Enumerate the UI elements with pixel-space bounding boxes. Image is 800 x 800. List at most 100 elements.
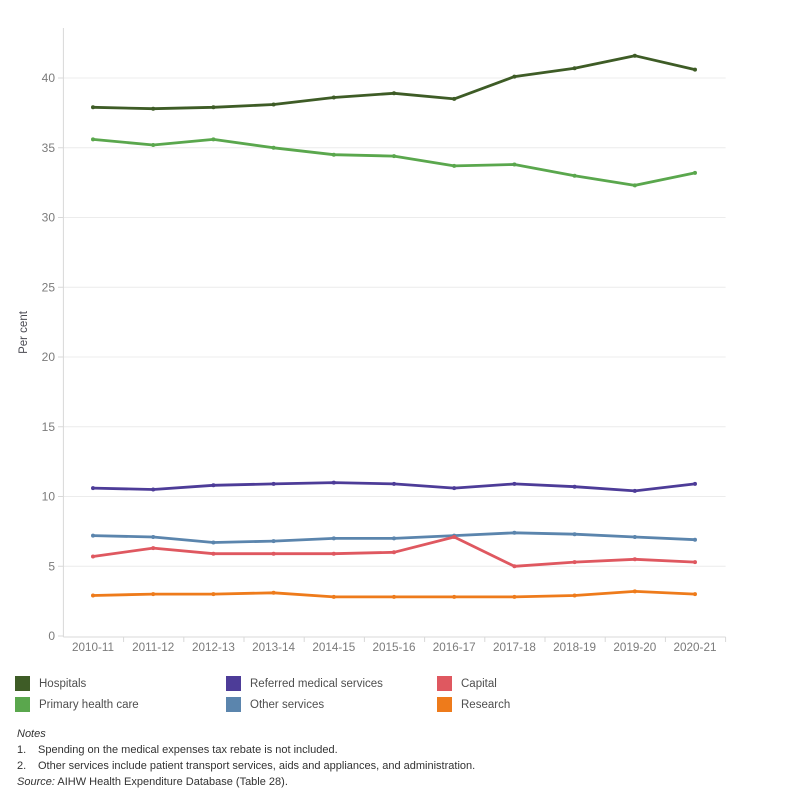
source-label: Source: (17, 776, 55, 788)
series-point-referred-medical-services (452, 486, 457, 491)
legend-item-other-services[interactable]: Other services (226, 697, 437, 712)
series-point-referred-medical-services (151, 487, 156, 492)
x-tick-label: 2011-12 (132, 641, 174, 654)
series-point-capital (452, 535, 457, 539)
y-tick-label: 35 (42, 141, 56, 155)
y-tick-label: 5 (48, 559, 55, 573)
series-point-research (211, 592, 216, 597)
series-point-other-services (151, 535, 156, 539)
series-point-referred-medical-services (91, 486, 95, 491)
legend-swatch-icon (437, 676, 452, 691)
legend-item-hospitals[interactable]: Hospitals (15, 676, 226, 691)
x-tick-label: 2013-14 (252, 641, 295, 654)
series-point-hospitals (693, 67, 697, 72)
series-point-other-services (512, 530, 517, 535)
series-point-hospitals (512, 74, 517, 79)
legend-label: Research (461, 698, 511, 711)
series-point-other-services (271, 539, 276, 544)
y-tick-label: 10 (42, 490, 56, 504)
legend-item-referred-medical-services[interactable]: Referred medical services (226, 676, 437, 691)
x-tick-label: 2014-15 (312, 641, 355, 654)
series-point-referred-medical-services (512, 481, 517, 486)
legend-item-research[interactable]: Research (437, 697, 510, 712)
series-point-capital (693, 560, 697, 565)
series-line-primary-health-care (91, 137, 697, 187)
series-point-primary-health-care (91, 137, 95, 142)
series-point-primary-health-care (693, 170, 697, 175)
x-tick-label: 2010-11 (72, 641, 114, 654)
legend-swatch-icon (226, 676, 241, 691)
y-axis-title: Per cent (18, 310, 30, 354)
legend-label: Primary health care (39, 698, 139, 711)
note-item-1: 1. Spending on the medical expenses tax r… (17, 742, 787, 758)
legend-label: Referred medical services (250, 677, 383, 690)
y-tick-label: 25 (42, 280, 56, 294)
source-text: AIHW Health Expenditure Database (Table … (54, 776, 288, 788)
note-text: Other services include patient transport… (38, 760, 476, 772)
series-point-research (91, 593, 95, 598)
y-tick-label: 20 (42, 350, 56, 364)
series-point-primary-health-care (392, 154, 396, 159)
series-point-referred-medical-services (331, 480, 336, 485)
notes-list: 1. Spending on the medical expenses tax r… (17, 742, 787, 774)
y-tick-label: 40 (42, 71, 56, 85)
legend-item-capital[interactable]: Capital (437, 676, 510, 691)
y-tick-label: 30 (42, 211, 56, 225)
series-point-hospitals (91, 105, 95, 110)
series-point-hospitals (452, 96, 457, 101)
series-point-other-services (91, 533, 95, 538)
series-point-other-services (572, 532, 577, 537)
series-point-referred-medical-services (392, 481, 396, 486)
legend-label: Hospitals (39, 677, 87, 690)
series-point-hospitals (211, 105, 216, 110)
x-tick-label: 2016-17 (433, 641, 476, 654)
series-point-primary-health-care (512, 162, 517, 167)
series-point-hospitals (572, 66, 577, 71)
series-point-referred-medical-services (572, 484, 577, 489)
series-point-research (151, 592, 156, 597)
x-tick-label: 2012-13 (192, 641, 235, 654)
series-point-primary-health-care (572, 173, 577, 178)
series-line-hospitals (91, 54, 697, 111)
series-point-primary-health-care (452, 163, 457, 168)
series-point-research (331, 594, 336, 599)
note-text: Spending on the medical expenses tax reb… (38, 744, 338, 756)
legend-label: Other services (250, 698, 325, 711)
note-item-2: 2. Other services include patient transpo… (17, 758, 787, 774)
series-point-other-services (632, 535, 637, 539)
series-point-hospitals (151, 106, 156, 111)
legend-label: Capital (461, 677, 497, 690)
series-point-capital (271, 551, 276, 556)
series-point-primary-health-care (151, 143, 156, 147)
series-point-other-services (392, 536, 396, 541)
y-tick-label: 15 (42, 420, 56, 434)
series-point-capital (331, 551, 336, 556)
y-tick-label: 0 (48, 629, 55, 643)
series-point-other-services (331, 536, 336, 541)
legend-swatch-icon (437, 697, 452, 712)
series-point-capital (572, 560, 577, 565)
series-point-capital (151, 546, 156, 551)
series-point-primary-health-care (211, 137, 216, 142)
notes-heading: Notes (17, 728, 46, 740)
legend-swatch-icon (15, 697, 30, 712)
legend: Hospitals Primary health care Referred med… (15, 673, 510, 715)
note-number: 1. (17, 744, 27, 756)
legend-item-primary-health-care[interactable]: Primary health care (15, 697, 226, 712)
series-point-capital (211, 551, 216, 556)
series-point-referred-medical-services (271, 481, 276, 486)
series-point-hospitals (331, 95, 336, 100)
x-tick-label: 2015-16 (373, 641, 416, 654)
series-point-referred-medical-services (632, 488, 637, 493)
series-point-research (632, 589, 637, 594)
legend-swatch-icon (226, 697, 241, 712)
series-point-hospitals (632, 53, 637, 58)
x-tick-label: 2020-21 (674, 641, 717, 654)
x-tick-label: 2018-19 (553, 641, 596, 654)
series-point-other-services (693, 537, 697, 542)
source-line: Source: AIHW Health Expenditure Database… (17, 774, 787, 790)
notes: Notes 1. Spending on the medical expenses… (17, 726, 787, 790)
series-point-research (392, 594, 396, 599)
legend-swatch-icon (15, 676, 30, 691)
